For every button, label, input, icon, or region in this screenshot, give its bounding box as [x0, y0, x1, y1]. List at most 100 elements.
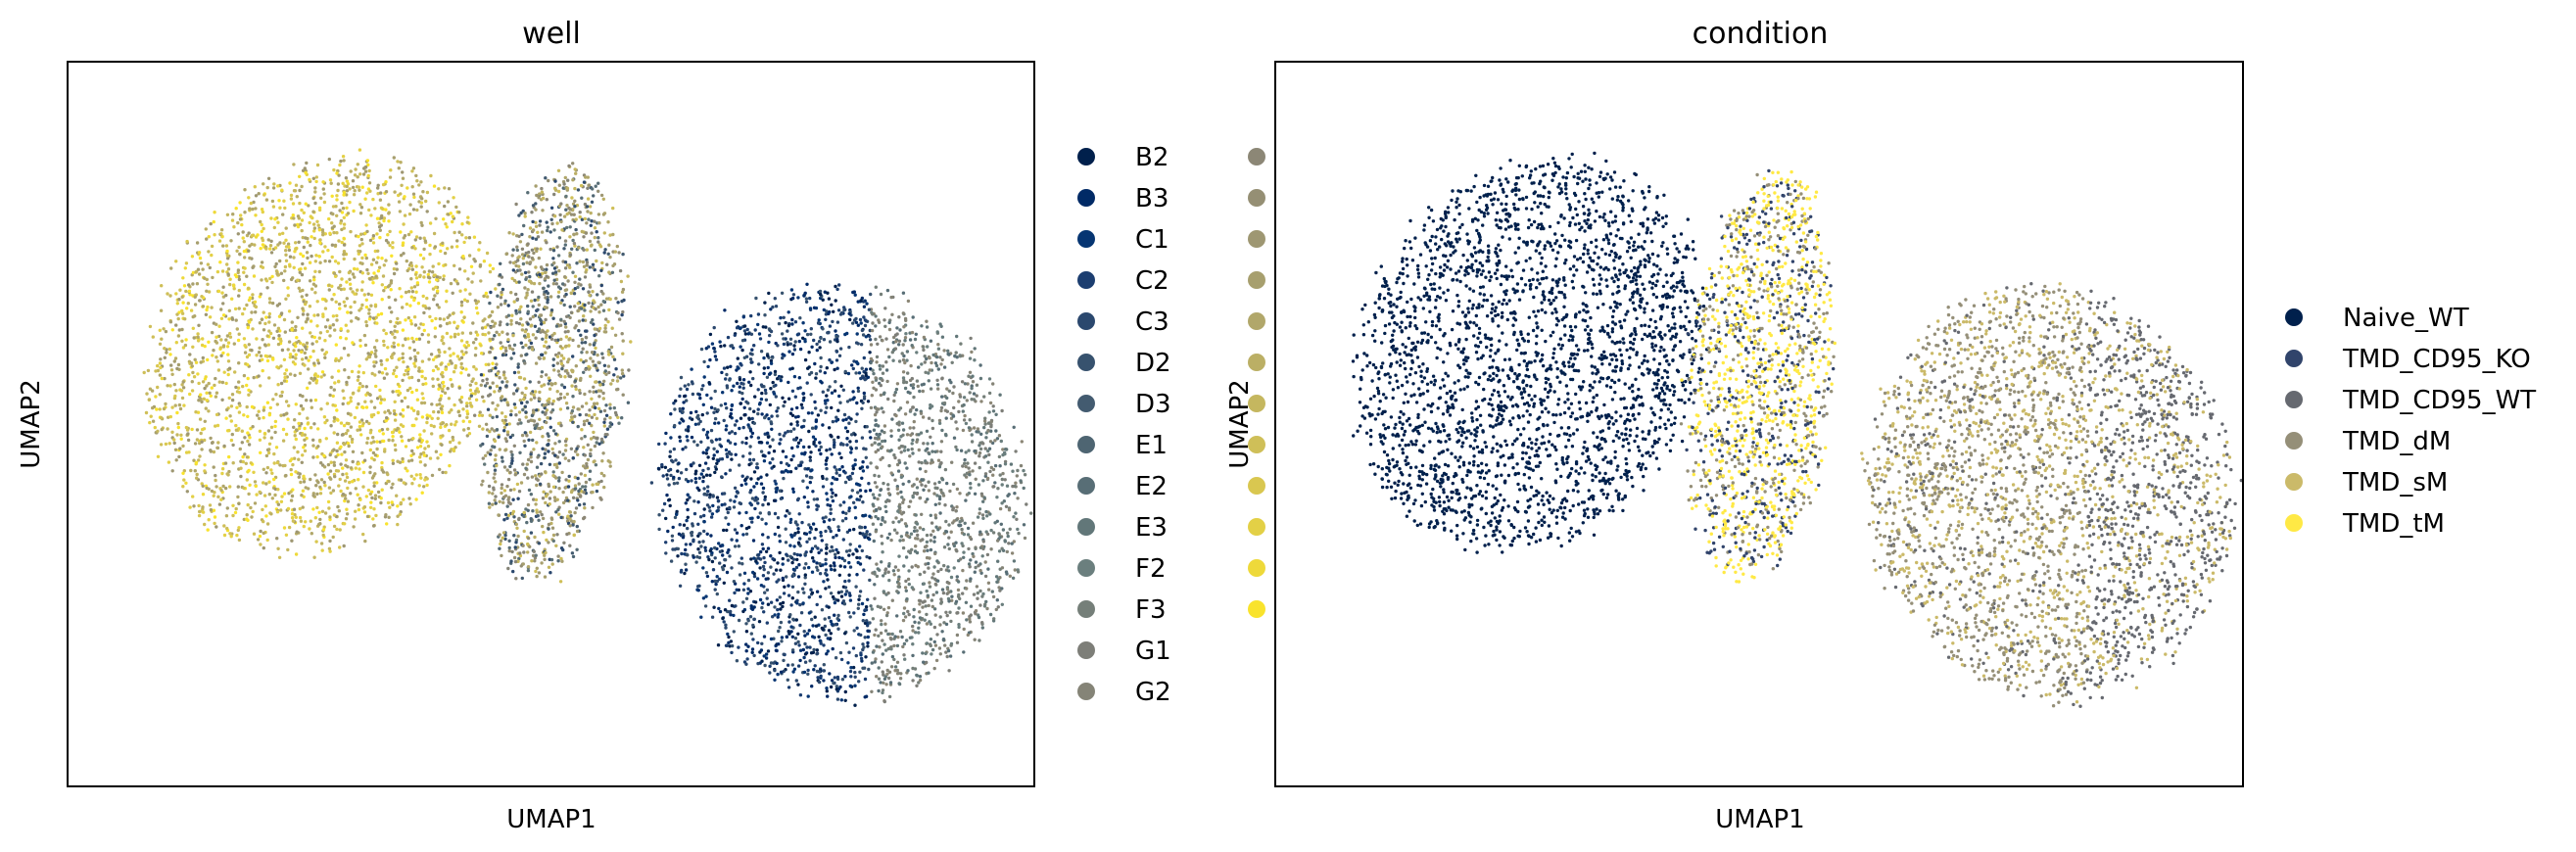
scatter-point	[310, 254, 313, 259]
scatter-point	[806, 505, 810, 509]
scatter-point	[236, 528, 240, 533]
scatter-point	[566, 178, 570, 182]
scatter-point	[307, 487, 310, 491]
scatter-point	[522, 472, 527, 477]
scatter-point	[732, 505, 737, 509]
scatter-point	[577, 319, 582, 323]
scatter-point	[227, 366, 232, 370]
scatter-point	[429, 423, 433, 428]
scatter-point	[234, 385, 238, 390]
scatter-point	[585, 263, 589, 267]
scatter-point	[270, 280, 274, 285]
scatter-point	[607, 370, 611, 375]
scatter-point	[316, 361, 321, 365]
scatter-point	[357, 375, 360, 379]
scatter-point	[332, 293, 336, 297]
scatter-point	[534, 265, 538, 269]
scatter-point	[237, 501, 241, 505]
scatter-point	[327, 546, 332, 550]
scatter-point	[253, 185, 257, 189]
scatter-point	[568, 208, 572, 212]
scatter-point	[354, 167, 358, 171]
scatter-point	[593, 402, 596, 405]
scatter-point	[376, 410, 380, 415]
scatter-point	[149, 414, 153, 418]
scatter-point	[169, 266, 173, 270]
scatter-point	[558, 374, 563, 379]
scatter-point	[521, 562, 525, 566]
scatter-point	[400, 435, 404, 439]
scatter-point	[358, 420, 362, 424]
scatter-point	[235, 249, 239, 253]
scatter-point	[411, 192, 416, 196]
scatter-point	[569, 291, 574, 296]
scatter-point	[533, 535, 537, 540]
scatter-point	[576, 188, 581, 192]
scatter-point	[505, 484, 509, 489]
scatter-point	[482, 400, 486, 403]
scatter-point	[785, 575, 788, 579]
scatter-point	[586, 210, 590, 213]
scatter-point	[431, 368, 436, 373]
scatter-point	[316, 427, 320, 431]
scatter-point	[342, 257, 346, 261]
scatter-point	[262, 467, 265, 471]
scatter-point	[236, 260, 240, 264]
scatter-point	[272, 461, 276, 465]
scatter-point	[778, 550, 782, 555]
scatter-point	[496, 294, 500, 298]
scatter-point	[534, 208, 538, 212]
scatter-point	[807, 351, 811, 355]
scatter-point	[534, 497, 539, 502]
scatter-point	[350, 369, 355, 374]
scatter-point	[288, 353, 293, 356]
scatter-point	[430, 432, 434, 436]
scatter-point	[715, 461, 719, 465]
scatter-point	[437, 354, 441, 358]
scatter-point	[190, 389, 195, 393]
scatter-point	[676, 469, 680, 473]
scatter-point	[415, 179, 419, 183]
scatter-point	[571, 523, 575, 527]
scatter-point	[718, 609, 723, 614]
scatter-point	[339, 327, 343, 331]
scatter-point	[431, 264, 435, 268]
scatter-point	[439, 397, 443, 401]
scatter-point	[591, 265, 596, 269]
scatter-point	[684, 446, 688, 450]
scatter-point	[589, 374, 593, 378]
scatter-point	[332, 463, 337, 467]
scatter-point	[684, 562, 688, 566]
scatter-point	[340, 452, 344, 456]
scatter-point	[562, 247, 566, 251]
scatter-point	[343, 304, 348, 308]
scatter-point	[549, 295, 553, 299]
scatter-point	[553, 381, 557, 386]
panel-well: well UMAP1 UMAP2 B2B3C1C2C3D2D3E1E2E3F2F…	[17, 17, 1265, 834]
scatter-point	[345, 184, 349, 189]
scatter-point	[520, 323, 525, 327]
scatter-point	[330, 194, 334, 198]
scatter-point	[323, 307, 328, 310]
scatter-point	[419, 452, 423, 456]
scatter-point	[417, 337, 422, 341]
scatter-point	[317, 522, 321, 527]
scatter-point	[229, 239, 233, 243]
scatter-point	[293, 223, 297, 227]
scatter-point	[858, 544, 862, 548]
scatter-point	[908, 499, 913, 503]
scatter-point	[578, 277, 582, 281]
scatter-point	[874, 628, 878, 632]
scatter-point	[291, 519, 296, 523]
scatter-point	[701, 479, 705, 484]
scatter-point	[418, 473, 422, 477]
scatter-point	[481, 332, 485, 337]
scatter-point	[576, 498, 580, 502]
scatter-point	[302, 480, 307, 484]
scatter-point	[540, 322, 544, 326]
scatter-point	[834, 299, 837, 303]
scatter-point	[363, 253, 367, 258]
scatter-point	[537, 397, 541, 401]
scatter-point	[976, 591, 979, 595]
scatter-point	[602, 363, 607, 367]
